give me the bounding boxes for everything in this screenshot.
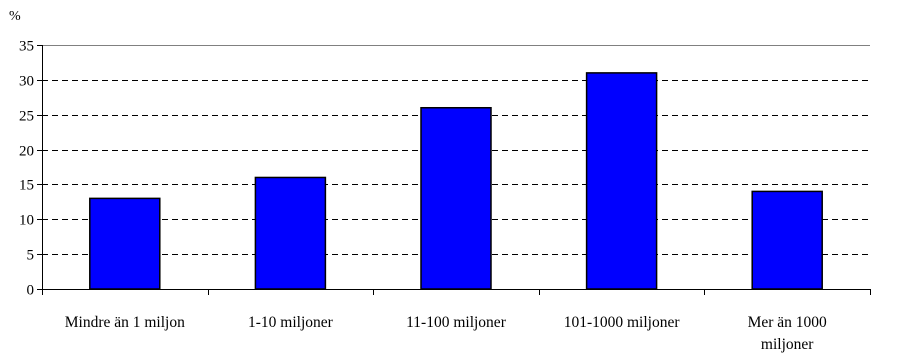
y-tick-labels: 0 5 10 15 20 25 30 35 (19, 39, 34, 299)
x-tick-labels: Mindre än 1 miljon 1-10 miljoner 11-100 mi… (65, 314, 827, 353)
bar (585, 72, 658, 290)
x-tick-label: Mer än 1000 miljoner (748, 314, 827, 353)
bars (89, 72, 823, 290)
y-tick-label: 5 (27, 248, 35, 264)
bar (420, 106, 492, 290)
y-tick-label: 35 (19, 39, 34, 55)
y-tick-label: 10 (19, 213, 34, 229)
y-tick-label: 15 (19, 178, 34, 194)
bar (89, 197, 161, 290)
y-tick-label: 25 (19, 109, 34, 125)
x-tick-label: 101-1000 miljoner (564, 314, 681, 331)
y-tick-label: 30 (19, 74, 34, 90)
x-tick-label: 11-100 miljoner (406, 314, 507, 331)
y-tick-label: 20 (19, 144, 34, 160)
y-axis-label: % (9, 9, 21, 24)
x-tick-label: Mindre än 1 miljon (65, 314, 185, 331)
y-tick-label: 0 (27, 283, 35, 299)
axes (37, 45, 871, 295)
bar (751, 190, 823, 290)
x-tick-label: 1-10 miljoner (248, 314, 334, 331)
bar (254, 176, 327, 290)
